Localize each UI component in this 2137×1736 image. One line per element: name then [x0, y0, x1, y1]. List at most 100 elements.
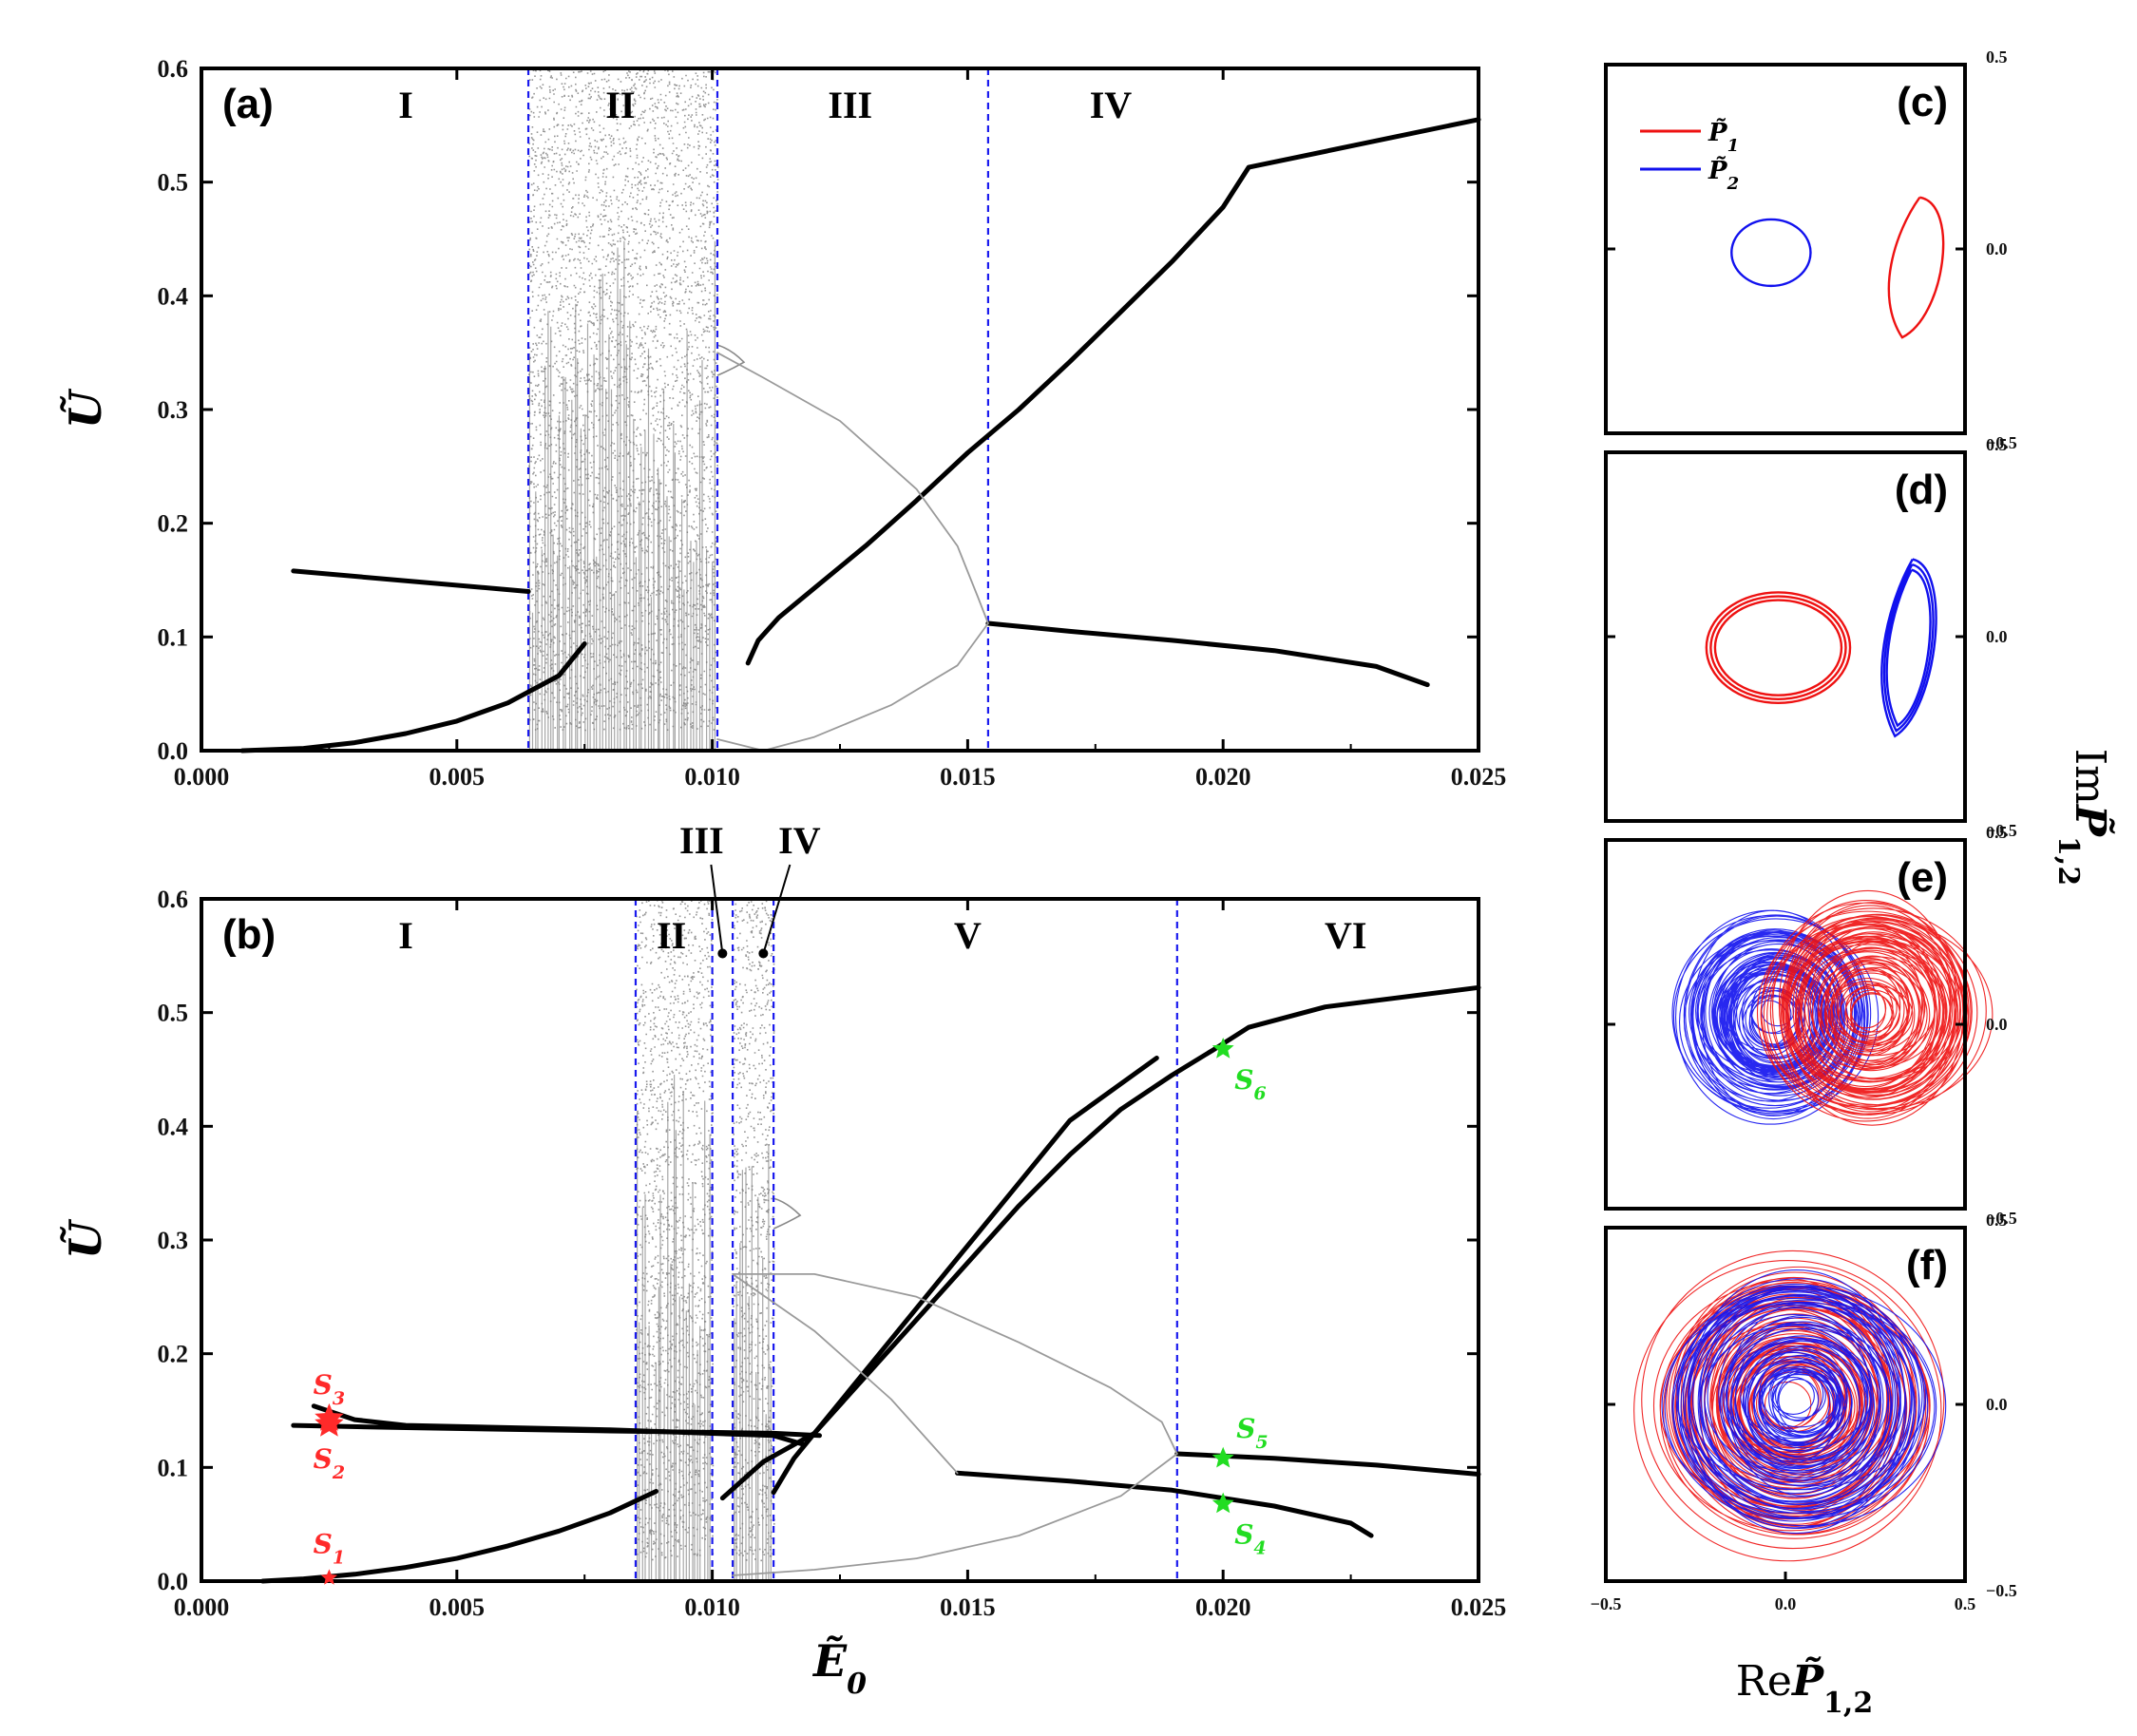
- panel-b-xtick-label: 0.000: [174, 1593, 230, 1621]
- panel-c-ytick-label: 0.5: [1986, 48, 2008, 67]
- panel-a-xtick-label: 0.010: [684, 763, 740, 791]
- panel-b-label: (b): [222, 911, 276, 958]
- panel-f-ytick-label: 0.0: [1986, 1395, 2008, 1414]
- panel-d-ytick-label: 0.5: [1986, 435, 2008, 454]
- panel-a-period-doubling: [716, 344, 746, 376]
- panel-a-ytick-label: 0.3: [158, 396, 189, 424]
- panel-b-frame: [200, 897, 1480, 1583]
- marker-S2-label: S2: [314, 1443, 345, 1483]
- panel-f-ytick-label: −0.5: [1986, 1581, 2017, 1600]
- panel-a-chaos-band-1: [528, 67, 719, 751]
- marker-S6-label: S6: [1234, 1064, 1266, 1104]
- panel-b-series-unstable-lower: [732, 1453, 1178, 1576]
- legend-P̃2-label: P̃2: [1708, 156, 1739, 193]
- panel-a-series-lower-branch-I: [239, 641, 587, 754]
- panel-a-ytick-label: 0.4: [158, 282, 189, 310]
- panel-a-region-I: I: [398, 84, 413, 126]
- marker-S6: [1212, 1038, 1234, 1059]
- panel-a-xtick-label: 0.020: [1195, 763, 1251, 791]
- panel-f-label: (f): [1906, 1242, 1948, 1288]
- panel-b-xtick-label: 0.020: [1195, 1593, 1251, 1621]
- panel-a-xtick-label: 0.000: [174, 763, 230, 791]
- panel-b-region-III: III: [679, 819, 724, 862]
- panel-b-ytick-label: 0.4: [158, 1113, 189, 1140]
- panel-b-series-unstable-mid: [732, 1273, 959, 1475]
- panel-f-ytick-label: 0.5: [1986, 1211, 2008, 1230]
- panel-a-xtick-label: 0.015: [940, 763, 996, 791]
- panel-a-ytick-label: 0.1: [158, 623, 189, 651]
- panel-b-xtick-label: 0.015: [940, 1593, 996, 1621]
- panel-a-ytick-label: 0.2: [158, 510, 189, 538]
- panel-a-series-rising-branch: [745, 117, 1481, 666]
- chaos-shading-layer: [528, 67, 775, 1581]
- panel-a-region-II: II: [605, 84, 635, 126]
- panel-a-label: (a): [222, 81, 274, 127]
- panel-b-ylabel: Ũ: [59, 1218, 111, 1259]
- panel-b-xlabel: Ẽ0: [811, 1634, 867, 1701]
- panel-b-series-rising-branch-b: [771, 984, 1481, 1496]
- marker-S4-label: S4: [1234, 1519, 1266, 1559]
- panel-f-xlabel: ReP̃1,2: [1736, 1655, 1873, 1720]
- panel-d-trajectory-P2: [1880, 558, 1937, 738]
- panel-a-frame: [200, 67, 1480, 753]
- panel-d-trajectory-P1: [1705, 591, 1852, 704]
- panel-b-chaos-band-2: [733, 899, 775, 1581]
- marker-S4: [1212, 1492, 1234, 1514]
- panel-b-series-upper-branch-I-b: [291, 1422, 822, 1439]
- panel-a-chaos-dots-1: [528, 67, 719, 732]
- chart-layer: 0.000 0.005 0.010 0.015 0.020 0.025 0.0 0.1 0.2 0…: [59, 48, 2116, 1720]
- panel-a-ytick-label: 0.6: [158, 55, 189, 83]
- panel-a-xtick-label: 0.025: [1451, 763, 1507, 791]
- panel-d-ytick-label: −0.5: [1986, 821, 2017, 840]
- panel-b-ytick-label: 0.5: [158, 1000, 189, 1027]
- panel-b-region-III-pointer: [710, 864, 724, 954]
- panel-e-ytick-label: 0.5: [1986, 823, 2008, 842]
- panel-b-region-IV-pointer: [762, 864, 792, 954]
- panel-b-chaos-streaks-1: [637, 1075, 711, 1581]
- panel-b-region-V: V: [954, 914, 982, 957]
- panel-b-ytick-label: 0.3: [158, 1227, 189, 1254]
- panel-b-region-I: I: [398, 914, 413, 957]
- legend-P̃1-label: P̃1: [1708, 118, 1739, 155]
- panel-e-ytick-label: 0.0: [1986, 1015, 2008, 1034]
- panel-b-series-falling-branch-V: [955, 1470, 1374, 1538]
- panel-e-trajectory-P1: [1756, 889, 1994, 1126]
- panel-b-xtick-label: 0.010: [684, 1593, 740, 1621]
- panel-b-period-doubling: [773, 1197, 802, 1230]
- panel-a-region-IV: IV: [1090, 84, 1133, 126]
- panel-b-chaos-band-1: [636, 898, 715, 1581]
- panel-f-xtick-label: 0.5: [1955, 1594, 1976, 1613]
- panel-b-ytick-label: 0.6: [158, 886, 189, 913]
- marker-S1: [320, 1569, 337, 1585]
- panel-b-ytick-label: 0.0: [158, 1568, 189, 1595]
- panel-b-series-rising-branch-a: [719, 1056, 1159, 1501]
- panel-c-ytick-label: 0.0: [1986, 239, 2008, 258]
- marker-S3: [315, 1402, 344, 1431]
- panel-f-ylabel: ImP̃1,2: [2052, 749, 2117, 886]
- panel-b-region-IV: IV: [778, 819, 821, 862]
- panel-b-ytick-label: 0.2: [158, 1341, 189, 1368]
- panel-c-label: (c): [1897, 79, 1948, 125]
- panel-c-ytick-label: −0.5: [1986, 433, 2017, 452]
- panel-d-ytick-label: 0.0: [1986, 627, 2008, 646]
- panel-f-xtick-label: −0.5: [1591, 1594, 1622, 1613]
- panel-b-series-lower-branch-I: [260, 1489, 658, 1584]
- panel-d-label: (d): [1895, 467, 1948, 513]
- panel-a-ylabel: Ũ: [59, 388, 111, 429]
- marker-S5-label: S5: [1236, 1413, 1268, 1453]
- panel-a-ytick-label: 0.5: [158, 169, 189, 197]
- marker-S5: [1212, 1446, 1234, 1468]
- panel-a-ytick-label: 0.0: [158, 737, 189, 765]
- panel-e-label: (e): [1897, 854, 1948, 901]
- marker-S3-label: S3: [314, 1369, 345, 1409]
- panel-b-region-IV-dot: [758, 948, 769, 959]
- panel-b-region-II: II: [657, 914, 686, 957]
- panel-b-xtick-label: 0.005: [429, 1593, 486, 1621]
- panel-b-series-unstable-upper: [732, 1273, 1178, 1455]
- panel-a-series-unstable-upper: [716, 352, 989, 624]
- panel-b-chaos-streaks-2: [734, 1144, 772, 1581]
- panel-b-chaos-dots-1: [636, 898, 715, 1561]
- panel-a-series-upper-branch-I: [291, 568, 531, 594]
- panel-e-ytick-label: −0.5: [1986, 1209, 2017, 1228]
